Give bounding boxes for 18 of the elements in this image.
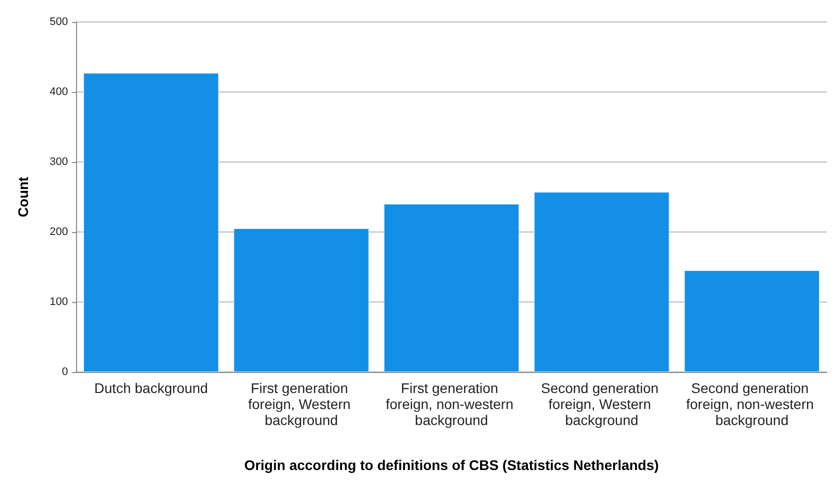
y-tick-label: 200: [50, 226, 68, 238]
x-axis-title: Origin according to definitions of CBS (Statistics Netherlands): [244, 457, 659, 473]
y-axis-title: Count: [15, 176, 31, 218]
x-tick-label: First generation foreign, Western background: [248, 380, 354, 428]
y-tick-label: 400: [50, 86, 68, 98]
bar: [534, 192, 670, 372]
y-tick-label: 300: [50, 156, 68, 168]
y-tick-label: 500: [50, 16, 68, 28]
bar: [684, 270, 820, 372]
y-tick-label: 100: [50, 296, 68, 308]
bar: [234, 228, 369, 372]
x-tick-label: First generation foreign, non-western background: [386, 380, 518, 428]
x-tick-label: Dutch background: [94, 380, 208, 396]
bar: [84, 73, 219, 372]
x-tick-label: Second generation foreign, Western background: [540, 380, 662, 428]
y-tick-label: 0: [62, 366, 68, 378]
x-tick-label: Second generation foreign, non-western background: [686, 380, 818, 428]
bar: [384, 204, 520, 372]
